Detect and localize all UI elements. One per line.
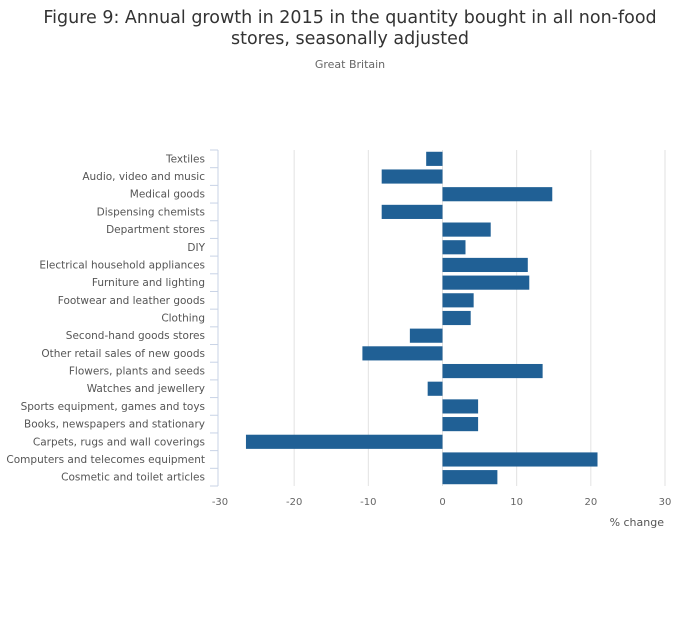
bar-other-retail-sales-of-new-goods[interactable] [362,346,443,361]
category-label: Audio, video and music [82,171,205,183]
category-label: Flowers, plants and seeds [69,366,205,378]
chart-title-line-1: Figure 9: Annual growth in 2015 in the q… [43,8,657,28]
category-label: Computers and telecomes equipment [6,454,205,466]
category-label: Dispensing chemists [97,206,205,218]
category-label: Carpets, rugs and wall coverings [33,436,205,448]
bar-cosmetic-and-toilet-articles[interactable] [442,470,498,485]
x-tick-label: -10 [360,497,376,508]
gridlines [293,150,666,486]
category-label: DIY [187,242,205,254]
category-label: Sports equipment, games and toys [21,401,205,413]
category-label: Medical goods [130,189,205,201]
chart-title-line-2: stores, seasonally adjusted [230,29,470,49]
bar-sports-equipment-games-and-toys[interactable] [442,399,479,414]
x-axis-title: % change [610,516,665,529]
category-label: Watches and jewellery [87,383,205,395]
bar-carpets-rugs-and-wall-coverings[interactable] [245,434,443,449]
category-label: Books, newspapers and stationary [24,419,205,431]
x-tick-label: 0 [439,497,445,508]
x-tick-label: -30 [212,497,228,508]
bar-department-stores[interactable] [442,222,491,237]
bar-textiles[interactable] [426,151,443,166]
bars [245,151,598,485]
x-tick-label: -20 [286,497,302,508]
category-label: Furniture and lighting [92,277,205,289]
bar-clothing[interactable] [442,310,471,326]
bar-furniture-and-lighting[interactable] [442,275,530,290]
category-label: Other retail sales of new goods [41,348,205,360]
category-label: Footwear and leather goods [58,295,205,307]
category-label: Department stores [106,224,205,236]
bar-audio-video-and-music[interactable] [381,169,443,184]
bar-diy[interactable] [442,240,466,255]
category-label: Electrical household appliances [39,259,205,271]
bar-flowers-plants-and-seeds[interactable] [442,363,543,379]
bar-watches-and-jewellery[interactable] [427,381,443,396]
x-axis: -30 -20 -10 0 10 20 30 [212,497,672,508]
category-label: Second-hand goods stores [66,330,205,342]
bar-dispensing-chemists[interactable] [381,204,443,219]
y-axis: Textiles Audio, video and music Medical go… [6,149,219,487]
x-tick-label: 20 [584,497,597,508]
category-label: Textiles [165,153,205,165]
bar-medical-goods[interactable] [442,187,553,202]
bar-computers-and-telecomes-equipment[interactable] [442,452,598,467]
x-tick-label: 10 [510,497,523,508]
bar-second-hand-goods-stores[interactable] [409,328,443,343]
x-tick-label: 30 [659,497,672,508]
chart-title: Figure 9: Annual growth in 2015 in the q… [0,8,700,50]
bar-electrical-household-appliances[interactable] [442,257,528,273]
category-label: Clothing [161,313,205,325]
chart-subtitle: Great Britain [314,58,386,71]
category-label: Cosmetic and toilet articles [61,472,205,484]
bar-books-newspapers-and-stationary[interactable] [442,417,479,432]
bar-footwear-and-leather-goods[interactable] [442,293,474,308]
